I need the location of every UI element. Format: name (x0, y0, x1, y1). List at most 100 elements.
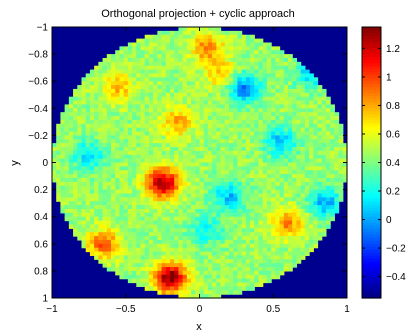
heatmap-cell (127, 216, 133, 222)
heatmap-cell (140, 201, 146, 206)
heatmap-cell (241, 116, 247, 121)
heatmap-cell (182, 166, 188, 171)
heatmap-cell (212, 239, 217, 245)
heatmap-cell (119, 92, 125, 98)
heatmap-cell (106, 166, 112, 171)
heatmap-cell (292, 166, 298, 171)
heatmap-cell (233, 123, 239, 129)
heatmap-cell (203, 274, 209, 280)
heatmap-cell (309, 205, 314, 210)
heatmap-cell (216, 181, 222, 187)
heatmap-cell (165, 239, 171, 245)
heatmap-cell (81, 85, 87, 90)
heatmap-cell (98, 205, 104, 210)
heatmap-cell (317, 201, 323, 206)
heatmap-cell (203, 177, 209, 183)
heatmap-cell (195, 112, 201, 117)
heatmap-cell (212, 216, 217, 222)
heatmap-cell (186, 96, 192, 102)
heatmap-cell (279, 166, 285, 171)
heatmap-cell (233, 135, 239, 140)
heatmap-cell (144, 193, 150, 198)
colorbar-segment (362, 48, 381, 52)
heatmap-cell (174, 270, 180, 276)
heatmap-cell (111, 220, 116, 226)
heatmap-cell (233, 259, 239, 264)
heatmap-cell (111, 189, 116, 195)
heatmap-cell (153, 220, 158, 226)
heatmap-cell (64, 193, 70, 198)
heatmap-cell (123, 139, 129, 144)
heatmap-cell (73, 154, 78, 160)
heatmap-cell (229, 274, 234, 280)
heatmap-cell (119, 81, 125, 86)
heatmap-cell (237, 278, 243, 284)
heatmap-cell (115, 127, 121, 133)
heatmap-cell (77, 139, 83, 144)
heatmap-cell (153, 263, 158, 268)
heatmap-cell (216, 57, 222, 63)
heatmap-cell (64, 119, 70, 125)
heatmap-cell (199, 294, 205, 299)
heatmap-cell (119, 255, 125, 260)
heatmap-cell (148, 193, 154, 198)
heatmap-cell (153, 278, 158, 284)
heatmap-cell (102, 263, 108, 268)
heatmap-cell (161, 274, 167, 280)
heatmap-cell (271, 158, 276, 164)
heatmap-cell (115, 88, 121, 94)
heatmap-cell (64, 147, 70, 152)
heatmap-cell (271, 92, 276, 98)
heatmap-cell (237, 116, 243, 121)
heatmap-cell (132, 181, 137, 187)
heatmap-cell (207, 294, 213, 299)
heatmap-cell (98, 243, 104, 249)
heatmap-cell (266, 212, 272, 218)
heatmap-cell (245, 150, 251, 156)
heatmap-cell (165, 282, 171, 287)
heatmap-cell (321, 181, 327, 187)
heatmap-cell (115, 270, 121, 276)
heatmap-cell (241, 263, 247, 268)
heatmap-cell (304, 96, 310, 102)
heatmap-cell (98, 208, 104, 214)
heatmap-cell (123, 247, 129, 253)
heatmap-cell (212, 193, 217, 198)
heatmap-cell (140, 232, 146, 237)
heatmap-cell (102, 243, 108, 249)
heatmap-cell (119, 135, 125, 140)
heatmap-cell (115, 119, 121, 125)
heatmap-cell (296, 220, 302, 226)
heatmap-cell (123, 216, 129, 222)
heatmap-cell (233, 96, 239, 102)
heatmap-cell (73, 88, 78, 94)
heatmap-cell (288, 212, 293, 218)
heatmap-cell (250, 116, 255, 121)
heatmap-cell (77, 177, 83, 183)
heatmap-cell (296, 208, 302, 214)
heatmap-cell (207, 57, 213, 63)
heatmap-cell (233, 263, 239, 268)
heatmap-cell (98, 181, 104, 187)
heatmap-cell (119, 88, 125, 94)
heatmap-cell (127, 201, 133, 206)
heatmap-cell (279, 224, 285, 229)
heatmap-cell (296, 127, 302, 133)
heatmap-cell (245, 162, 251, 167)
heatmap-cell (262, 131, 268, 136)
heatmap-cell (119, 236, 125, 241)
heatmap-cell (182, 270, 188, 276)
heatmap-cell (279, 239, 285, 245)
heatmap-cell (304, 193, 310, 198)
heatmap-cell (258, 73, 264, 78)
heatmap-cell (148, 61, 154, 67)
heatmap-cell (292, 119, 298, 125)
heatmap-cell (296, 232, 302, 237)
heatmap-cell (266, 174, 272, 179)
heatmap-cell (250, 282, 255, 287)
heatmap-cell (330, 127, 335, 133)
heatmap-cell (245, 42, 251, 47)
heatmap-cell (262, 197, 268, 202)
heatmap-cell (199, 158, 205, 164)
heatmap-cell (283, 143, 289, 148)
